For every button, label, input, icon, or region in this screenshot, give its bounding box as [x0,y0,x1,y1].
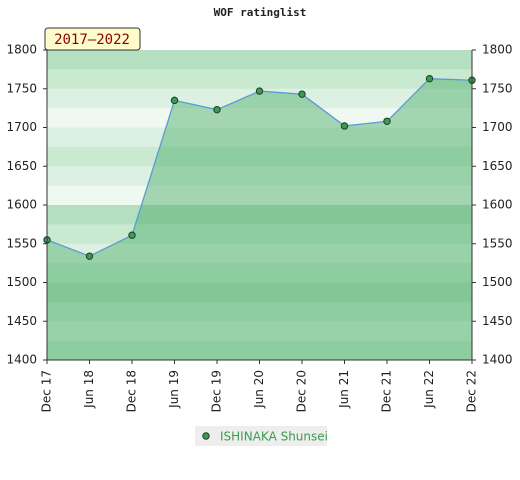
background-band [47,243,472,264]
chart-title: WOF ratinglist [214,6,307,19]
background-band [47,321,472,342]
marker [425,74,434,83]
y-tick-label: 1400 [6,353,37,367]
background-band [47,146,472,167]
background-band [47,340,472,361]
y2-tick-label: 1650 [482,159,513,173]
x-tick-label: Jun 22 [422,370,436,409]
background-band [47,301,472,322]
y-tick-label: 1500 [6,275,37,289]
y-tick-label: 1750 [6,81,37,95]
x-tick-label: Dec 21 [380,370,394,412]
y-tick-label: 1800 [6,43,37,57]
x-tick-label: Dec 22 [465,370,479,412]
background-band [47,127,472,148]
marker [213,105,221,114]
x-tick-label: Dec 17 [40,370,54,412]
plot-area [43,50,476,361]
marker [383,117,391,126]
background-band [47,88,472,109]
y-tick-label: 1550 [6,236,37,250]
marker [255,87,264,95]
x-tick-label: Jun 18 [82,370,96,409]
x-tick-label: Jun 20 [252,370,266,409]
y2-tick-label: 1500 [482,275,513,289]
y2-tick-label: 1700 [482,120,513,134]
marker [298,90,306,98]
background-band [47,50,472,70]
y2-tick-label: 1550 [482,236,513,250]
background-band [47,205,472,225]
marker [85,252,94,260]
badge: 2017–2022 [54,32,130,48]
y2-tick-label: 1450 [482,314,513,328]
area [47,78,472,361]
legend-marker [202,432,210,440]
y-tick-label: 1450 [6,314,37,328]
background-band [47,224,472,245]
badge-box [44,27,141,51]
background-band [47,166,472,187]
y-tick-label: 1600 [6,198,37,212]
marker [128,231,136,239]
background-band [47,185,472,206]
marker [170,96,179,105]
x-tick-label: Jun 19 [167,370,181,409]
legend-box [195,426,327,446]
x-tick-label: Dec 19 [210,370,224,412]
x-tick-label: Dec 18 [125,370,139,412]
background-band [47,282,472,303]
y2-tick-label: 1400 [482,353,513,367]
legend-label: ISHINAKA Shunsei [220,430,328,444]
x-tick-label: Dec 20 [295,370,309,412]
y-tick-label: 1700 [6,120,37,134]
background-band [47,69,472,90]
y2-tick-label: 1800 [482,43,513,57]
y2-tick-label: 1600 [482,198,513,212]
background-band [47,263,472,283]
marker [340,122,349,130]
y2-tick-label: 1750 [482,81,513,95]
y-tick-label: 1650 [6,159,37,173]
x-tick-label: Jun 21 [337,370,351,409]
